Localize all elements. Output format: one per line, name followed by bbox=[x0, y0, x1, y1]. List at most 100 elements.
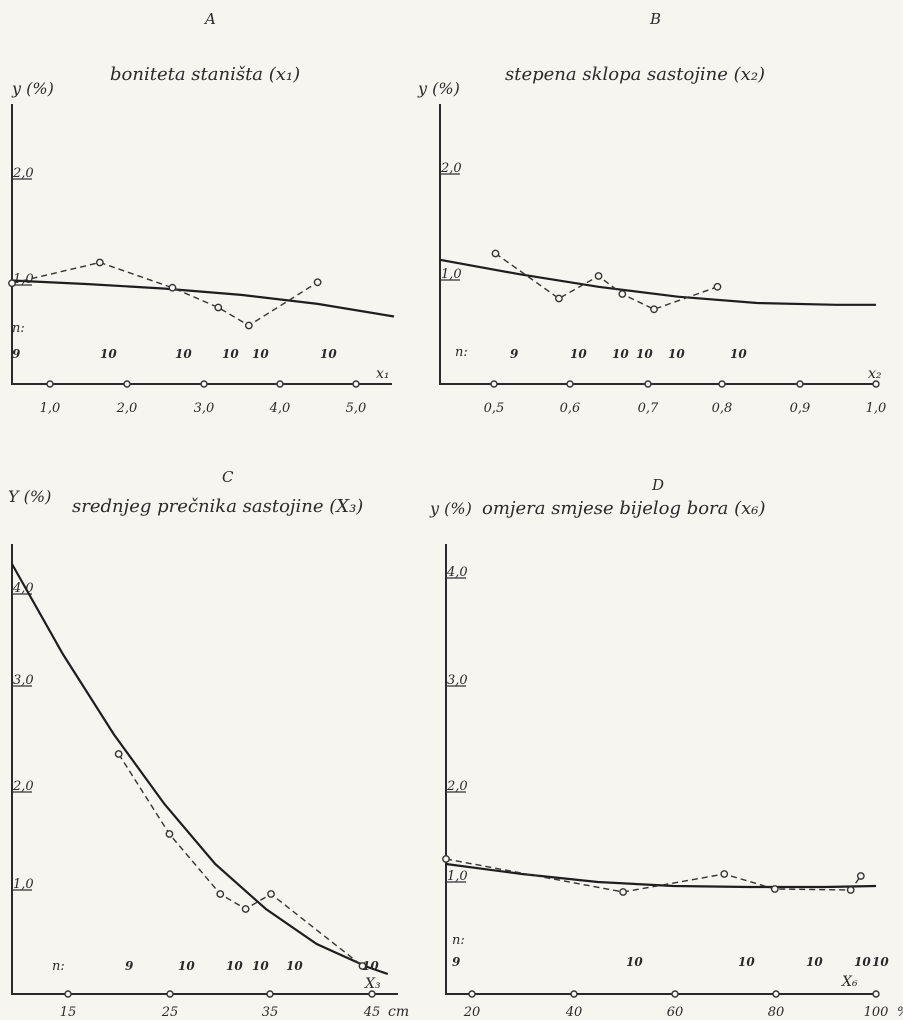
x-tick-marker bbox=[352, 380, 360, 388]
y-tick-label: 1,0 bbox=[441, 267, 462, 282]
x-tick-marker bbox=[64, 990, 72, 998]
x-tick-marker bbox=[796, 380, 804, 388]
x-tick-marker bbox=[772, 990, 780, 998]
n-value-label: 10 bbox=[362, 959, 379, 973]
x-tick-marker bbox=[166, 990, 174, 998]
n-value-label: 10 bbox=[872, 955, 889, 969]
n-value-label: 10 bbox=[226, 959, 243, 973]
x-axis-unit: % bbox=[897, 1005, 903, 1020]
x-tick-marker bbox=[718, 380, 726, 388]
y-tick-label: 2,0 bbox=[12, 166, 34, 181]
y-tick-label: 1,0 bbox=[447, 869, 468, 884]
n-value-label: 10 bbox=[570, 347, 587, 361]
fitted-curve bbox=[439, 258, 876, 306]
observed-point bbox=[442, 855, 450, 863]
n-value-label: 10 bbox=[854, 955, 871, 969]
n-value-label: 10 bbox=[612, 347, 629, 361]
observed-point bbox=[650, 305, 658, 314]
n-label: n: bbox=[12, 321, 25, 336]
y-tick-label: 3,0 bbox=[447, 673, 468, 688]
n-value-label: 10 bbox=[738, 955, 755, 969]
x-tick-marker bbox=[671, 990, 679, 998]
observed-line bbox=[11, 261, 318, 327]
panel-d-chart: omjera smjese bijelog bora (x₆) y (%) X₆… bbox=[429, 498, 903, 1020]
x-tick-label: 60 bbox=[667, 1005, 684, 1020]
y-tick-label: 4,0 bbox=[446, 565, 468, 580]
x-tick-label: 4,0 bbox=[269, 401, 291, 416]
panel-a-chart: boniteta staništa (x₁) y (%) x₁ n: 1,0 2,… bbox=[8, 64, 395, 416]
n-label: n: bbox=[452, 933, 465, 948]
observed-point bbox=[720, 870, 729, 878]
x-axis-unit: cm bbox=[388, 1004, 409, 1020]
n-value-label: 10 bbox=[320, 347, 337, 361]
observed-point bbox=[313, 278, 322, 287]
x-axis-label: x₁ bbox=[376, 366, 390, 382]
observed-line bbox=[118, 753, 363, 967]
observed-point bbox=[168, 283, 177, 292]
x-tick-marker bbox=[872, 990, 880, 998]
chart-title: stepena sklopa sastojine (x₂) bbox=[505, 64, 765, 85]
x-tick-marker bbox=[872, 380, 880, 388]
observed-point bbox=[241, 905, 250, 913]
n-value-label: 10 bbox=[668, 347, 685, 361]
observed-point bbox=[95, 258, 104, 267]
x-tick-label: 3,0 bbox=[194, 401, 215, 416]
x-tick-label: 25 bbox=[161, 1005, 179, 1020]
x-tick-marker bbox=[570, 990, 578, 998]
n-value-label: 10 bbox=[252, 959, 269, 973]
panel-letter-d: D bbox=[651, 476, 664, 494]
x-tick-label: 100 bbox=[864, 1005, 889, 1020]
observed-line bbox=[495, 252, 718, 311]
y-tick-label: 2,0 bbox=[12, 779, 34, 794]
observed-point bbox=[846, 886, 855, 894]
x-tick-marker bbox=[200, 380, 208, 388]
observed-point bbox=[618, 290, 627, 298]
x-axis-label: X₆ bbox=[841, 974, 858, 990]
y-tick-label: 3,0 bbox=[13, 673, 34, 688]
n-value-label: 9 bbox=[125, 959, 134, 973]
n-label: n: bbox=[455, 345, 468, 360]
x-tick-marker bbox=[644, 380, 652, 388]
axis-lines bbox=[439, 104, 876, 385]
panel-letter-c: C bbox=[222, 468, 234, 486]
x-tick-label: 35 bbox=[262, 1005, 279, 1020]
observed-point bbox=[244, 321, 253, 330]
x-tick-label: 0,9 bbox=[790, 401, 811, 416]
observed-point bbox=[216, 890, 225, 898]
x-tick-label: 0,5 bbox=[484, 401, 505, 416]
x-tick-marker bbox=[46, 380, 54, 388]
n-label: n: bbox=[52, 959, 65, 974]
x-tick-label: 0,7 bbox=[638, 401, 659, 416]
x-axis-label: x₂ bbox=[868, 366, 882, 382]
panel-b-chart: stepena sklopa sastojine (x₂) y (%) x₂ n… bbox=[417, 64, 886, 416]
x-tick-label: 0,6 bbox=[560, 401, 581, 416]
x-tick-marker bbox=[266, 990, 274, 998]
n-value-label: 10 bbox=[175, 347, 192, 361]
x-tick-marker bbox=[490, 380, 498, 388]
y-tick-label: 1,0 bbox=[13, 272, 34, 287]
x-tick-label: 1,0 bbox=[40, 401, 61, 416]
observed-point bbox=[619, 888, 627, 896]
observed-point bbox=[491, 249, 500, 258]
n-value-label: 10 bbox=[178, 959, 195, 973]
x-tick-marker bbox=[123, 380, 131, 388]
x-tick-marker bbox=[566, 380, 574, 388]
observed-point bbox=[267, 890, 275, 898]
x-tick-label: 0,8 bbox=[712, 401, 733, 416]
observed-point bbox=[165, 830, 174, 838]
y-axis-label: y (%) bbox=[429, 499, 472, 518]
observed-point bbox=[8, 279, 16, 288]
x-tick-label: 40 bbox=[565, 1005, 583, 1020]
fitted-curve bbox=[445, 862, 877, 889]
observed-point bbox=[770, 885, 779, 893]
y-axis-label: y (%) bbox=[417, 79, 460, 98]
observed-point bbox=[358, 962, 367, 970]
fitted-curve bbox=[11, 563, 389, 976]
observed-point bbox=[856, 872, 865, 880]
observed-point bbox=[594, 272, 603, 280]
n-value-label: 10 bbox=[806, 955, 823, 969]
y-tick-label: 2,0 bbox=[446, 779, 468, 794]
axis-lines bbox=[11, 104, 392, 385]
x-tick-label: 2,0 bbox=[116, 401, 138, 416]
